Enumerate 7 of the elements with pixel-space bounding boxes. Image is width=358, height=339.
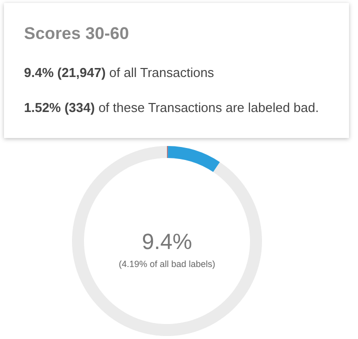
donut-slice [168,146,220,172]
chart-title: Scores 30-60 [24,24,129,43]
text: 1.52% (334) of these Transactions are labeled bad. [24,100,319,115]
donut-slice [72,146,262,336]
text: 9.4% [142,229,192,254]
chart-subtitle: 9.4% (21,947) of all Transactions [24,65,215,80]
text: (4.19% of all bad labels) [118,259,216,269]
